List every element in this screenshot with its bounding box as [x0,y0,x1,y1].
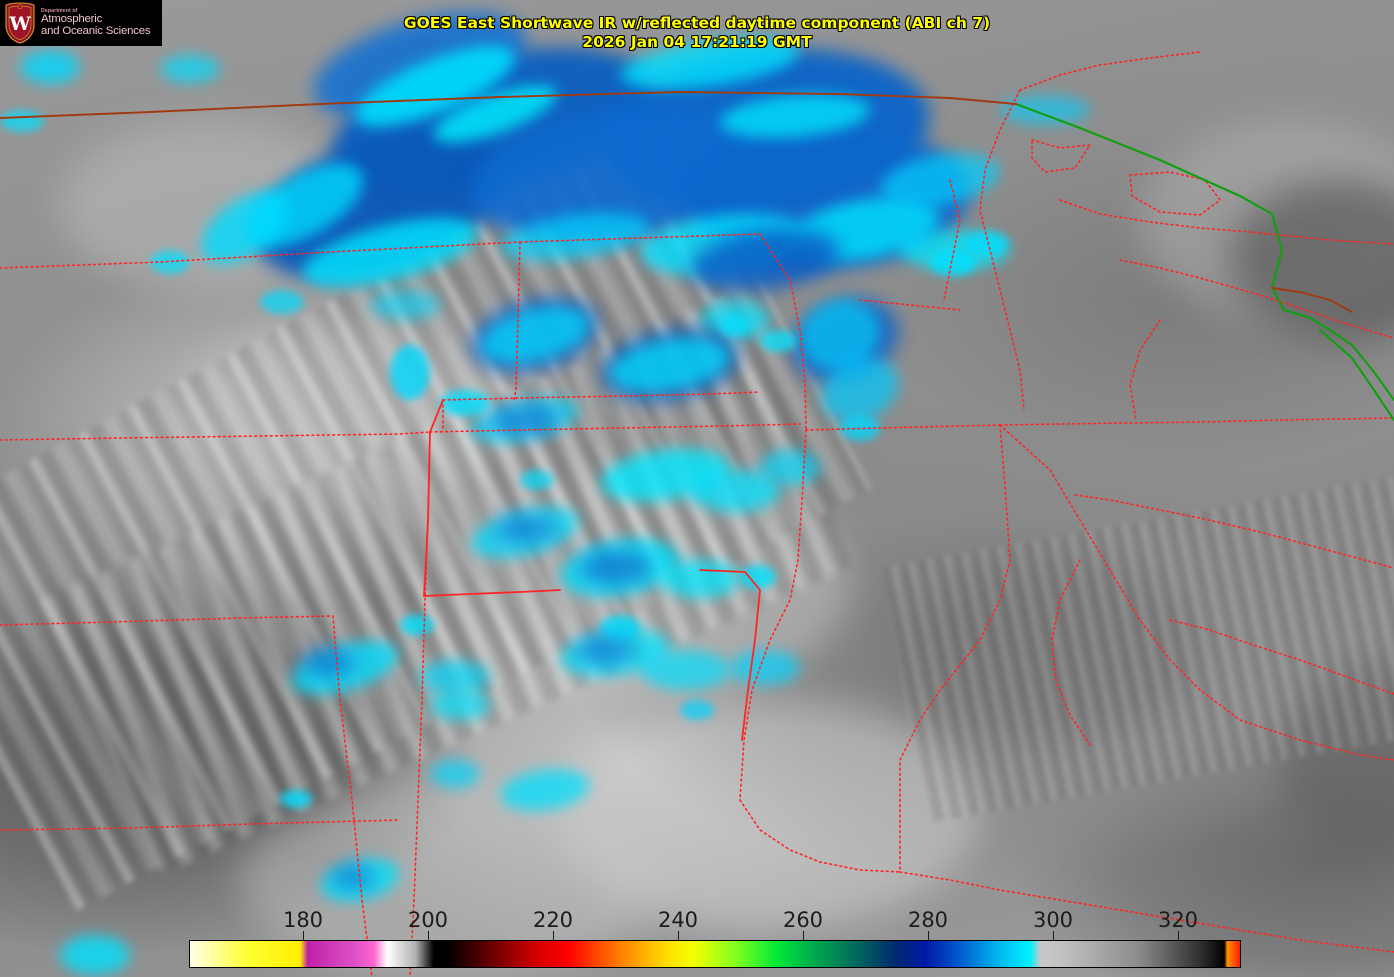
cold-cloud-blob [330,865,375,889]
cold-cloud-blob [0,110,44,132]
cold-cloud-blob [660,560,740,598]
cold-cloud-blob [497,763,593,817]
logo-line-1: Atmospheric [41,13,103,26]
cold-cloud-blob [20,50,80,84]
cold-cloud-blob [760,330,796,352]
cold-cloud-blob [840,415,880,441]
cold-cloud-blob [640,650,730,690]
cold-cloud-blob [430,690,490,720]
cold-cloud-blob [400,615,434,635]
cold-cloud-blob [150,250,190,274]
cold-cloud-blob [740,565,776,589]
cold-cloud-blob [495,515,555,543]
cold-cloud-blob [965,232,1009,254]
logo-text-block: Department of Atmospheric and Oceanic Sc… [41,7,151,38]
colorbar-gradient[interactable] [189,940,1241,968]
cold-cloud-blob [390,345,430,400]
cold-cloud-blob [280,790,312,808]
cold-cloud-blob [490,405,560,435]
logo-department-line: Department of [41,7,78,14]
cold-cloud-blob [580,550,650,585]
cold-cloud-blob [370,290,440,320]
cold-cloud-blob [160,55,220,83]
cold-cloud-blob [440,390,490,416]
w-crest-icon: W [5,2,35,44]
cold-cloud-blob [420,660,490,694]
cold-cloud-blob [1000,95,1090,125]
cold-cloud-blob [260,290,304,314]
logo-line-2: and Oceanic Sciences [41,24,151,37]
cold-cloud-blob [430,760,480,788]
cold-cloud-blob [575,635,635,665]
cold-cloud-blob [520,470,554,490]
uw-madison-aos-logo: W Department of Atmospheric and Oceanic … [0,0,162,46]
cold-cloud-blob [930,250,976,276]
svg-text:W: W [8,13,31,35]
cold-cloud-blob [720,315,750,335]
cold-cloud-blob [730,650,800,685]
cold-cloud-blob [60,935,130,975]
cold-cloud-blob [760,450,820,485]
cold-cloud-blob [300,648,355,676]
cold-cloud-blob [680,700,714,720]
